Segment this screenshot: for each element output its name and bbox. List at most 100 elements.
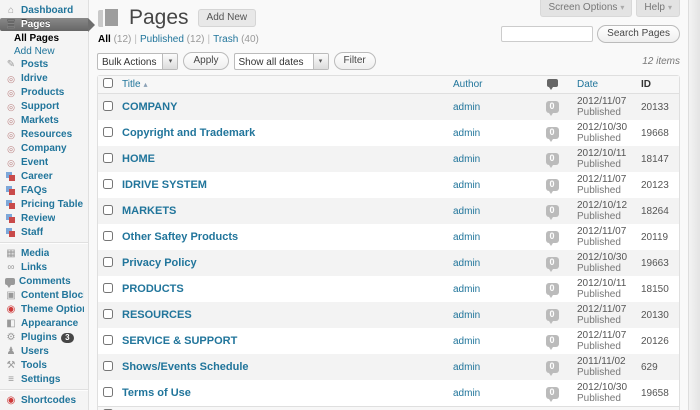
comment-count-bubble[interactable]: 0 [545,127,559,142]
author-link[interactable]: admin [453,179,481,191]
author-link[interactable]: admin [453,127,481,139]
row-checkbox[interactable] [103,100,113,111]
comment-count-bubble[interactable]: 0 [545,101,559,116]
comment-count-bubble[interactable]: 0 [545,309,559,324]
comment-count-bubble[interactable]: 0 [545,205,559,220]
status-value: Published [577,315,621,326]
apply-button[interactable]: Apply [183,52,229,70]
author-link[interactable]: admin [453,257,481,269]
row-checkbox[interactable] [103,282,113,293]
sidebar-item-faqs[interactable]: FAQs [0,184,88,197]
page-title-link[interactable]: Shows/Events Schedule [122,361,249,373]
sidebar-item-products[interactable]: ◎ Products [0,86,88,99]
view-filter-trash[interactable]: Trash (40) [213,34,259,45]
column-footer-title[interactable]: Title [118,406,449,410]
sidebar-item-add-new[interactable]: Add New [0,45,88,57]
filter-button[interactable]: Filter [333,52,376,70]
scrollbar[interactable] [688,0,700,410]
sidebar-item-appearance[interactable]: ◧ Appearance [0,317,88,330]
add-new-button[interactable]: Add New [197,9,257,27]
column-footer-date[interactable]: Date [573,406,637,410]
column-footer-author[interactable]: Author [449,406,531,410]
sidebar-item-staff[interactable]: Staff [0,226,88,239]
sidebar-item-career[interactable]: Career [0,170,88,183]
sidebar-item-dashboard[interactable]: ⌂ Dashboard [0,4,88,17]
date-value: 2012/10/30 [577,252,628,263]
sidebar-item-links[interactable]: ∞ Links [0,261,88,274]
view-filter-published[interactable]: Published (12) [140,34,205,45]
page-title-link[interactable]: RESOURCES [122,309,192,321]
row-checkbox[interactable] [103,152,113,163]
sidebar-item-company[interactable]: ◎ Company [0,142,88,155]
view-filter-all[interactable]: All (12) [98,34,131,45]
comment-count-bubble[interactable]: 0 [545,153,559,168]
comment-count-bubble[interactable]: 0 [545,283,559,298]
sidebar-item-settings[interactable]: ≡ Settings [0,373,88,386]
sidebar-item-media[interactable]: ▦ Media [0,247,88,260]
dates-filter-select[interactable]: Show all dates ▾ [233,52,329,70]
sidebar-item-shortcodes[interactable]: ◉ Shortcodes [0,394,88,407]
page-title-link[interactable]: PRODUCTS [122,283,184,295]
row-checkbox[interactable] [103,178,113,189]
row-checkbox[interactable] [103,256,113,267]
author-link[interactable]: admin [453,309,481,321]
page-title-link[interactable]: Other Saftey Products [122,231,239,243]
sidebar-item-pricing-table[interactable]: Pricing Table [0,198,88,211]
page-title-link[interactable]: IDRIVE SYSTEM [122,179,207,191]
sidebar-item-plugins[interactable]: ⚙ Plugins 3 [0,331,88,344]
column-footer-comments[interactable] [531,406,573,410]
bulk-actions-select[interactable]: Bulk Actions ▾ [97,52,179,70]
sidebar-item-all-pages[interactable]: All Pages [0,32,88,44]
author-link[interactable]: admin [453,283,481,295]
author-link[interactable]: admin [453,205,481,217]
sidebar-item-markets[interactable]: ◎ Markets [0,114,88,127]
row-checkbox[interactable] [103,230,113,241]
row-checkbox[interactable] [103,360,113,371]
sidebar-item-review[interactable]: Review [0,212,88,225]
sidebar-item-event[interactable]: ◎ Event [0,156,88,169]
author-link[interactable]: admin [453,361,481,373]
page-title-link[interactable]: Copyright and Trademark [122,127,256,139]
comment-count-bubble[interactable]: 0 [545,387,559,402]
author-link[interactable]: admin [453,153,481,165]
row-checkbox[interactable] [103,204,113,215]
search-pages-button[interactable]: Search Pages [597,25,680,43]
page-title-link[interactable]: HOME [122,153,155,165]
column-header-date[interactable]: Date [573,76,637,94]
page-title-link[interactable]: SERVICE & SUPPORT [122,335,238,347]
page-title-link[interactable]: Privacy Policy [122,257,197,269]
comment-count-bubble[interactable]: 0 [545,231,559,246]
column-header-title[interactable]: Title ▴ [118,76,449,94]
row-checkbox[interactable] [103,126,113,137]
sidebar-item-theme-options[interactable]: ◉ Theme Options [0,303,88,316]
sidebar-item-comments[interactable]: Comments [0,275,88,288]
sidebar-item-content-blocks[interactable]: ▣ Content Blocks [0,289,88,302]
sidebar-item-resources[interactable]: ◎ Resources [0,128,88,141]
comment-count-bubble[interactable]: 0 [545,361,559,376]
sidebar-item-users[interactable]: ♟ Users [0,345,88,358]
sidebar-item-tools[interactable]: ⚒ Tools [0,359,88,372]
author-link[interactable]: admin [453,101,481,113]
sidebar-item-posts[interactable]: ✎ Posts [0,58,88,71]
help-tab[interactable]: Help ▾ [636,0,680,17]
author-link[interactable]: admin [453,387,481,399]
page-title-link[interactable]: MARKETS [122,205,177,217]
column-header-author[interactable]: Author [449,76,531,94]
comment-count-bubble[interactable]: 0 [545,257,559,272]
sidebar-item-pages[interactable]: ▤ Pages [0,17,95,32]
screen-options-tab[interactable]: Screen Options ▾ [540,0,633,17]
page-title-link[interactable]: Terms of Use [122,387,191,399]
sidebar-item-idrive[interactable]: ◎ Idrive [0,72,88,85]
row-checkbox[interactable] [103,334,113,345]
search-input[interactable] [501,26,594,42]
row-checkbox[interactable] [103,386,113,397]
page-title-link[interactable]: COMPANY [122,101,178,113]
author-link[interactable]: admin [453,231,481,243]
author-link[interactable]: admin [453,335,481,347]
comment-count-bubble[interactable]: 0 [545,335,559,350]
column-header-comments[interactable] [531,76,573,94]
select-all-checkbox[interactable] [103,78,113,88]
sidebar-item-support[interactable]: ◎ Support [0,100,88,113]
comment-count-bubble[interactable]: 0 [545,179,559,194]
row-checkbox[interactable] [103,308,113,319]
